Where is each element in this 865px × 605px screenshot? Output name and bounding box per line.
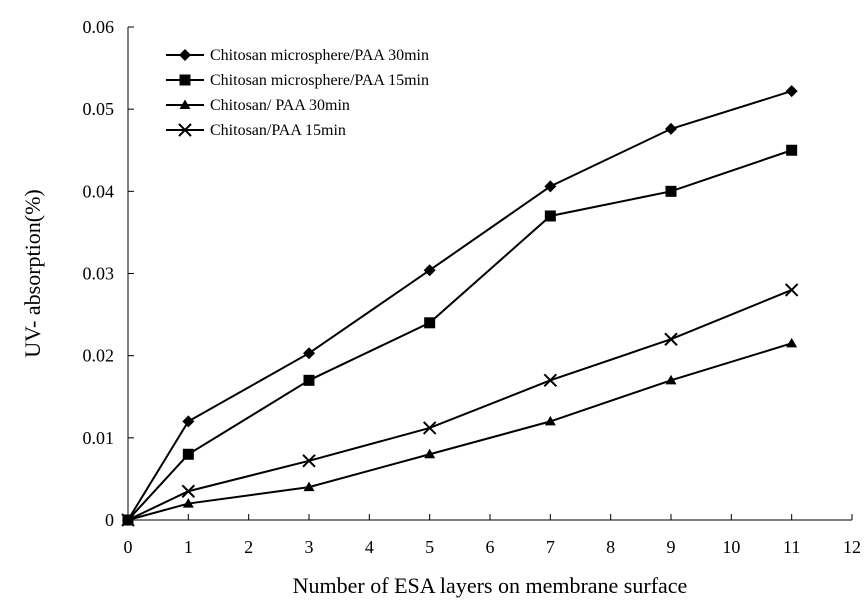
data-point (182, 415, 195, 428)
data-point (179, 99, 191, 109)
data-point (544, 180, 557, 193)
legend-label: Chitosan microsphere/PAA 30min (210, 47, 429, 64)
x-tick-label: 1 (184, 537, 193, 557)
legend-item: Chitosan microsphere/PAA 15min (166, 72, 429, 89)
data-point (303, 374, 315, 386)
series-layer (121, 85, 799, 527)
data-point (121, 513, 135, 527)
x-tick-label: 4 (365, 537, 374, 557)
data-point (544, 415, 556, 426)
legend-label: Chitosan/PAA 15min (210, 122, 346, 139)
data-point (179, 49, 191, 61)
legend-item: Chitosan/PAA 15min (166, 122, 346, 139)
x-tick-label: 6 (486, 537, 495, 557)
legend: Chitosan microsphere/PAA 30min Chitosan m… (166, 47, 429, 139)
data-point (784, 283, 799, 297)
data-point (302, 454, 316, 468)
y-tick-label: 0.03 (83, 264, 115, 284)
x-tick-label: 7 (546, 537, 555, 557)
data-point-stroke (302, 454, 316, 468)
x-tick-label: 5 (425, 537, 434, 557)
data-point (423, 264, 436, 277)
x-tick-label: 12 (843, 537, 861, 557)
data-point (543, 373, 558, 388)
x-tick-label: 2 (244, 537, 253, 557)
data-point-stroke (181, 484, 196, 498)
series-line (127, 90, 792, 521)
data-point (179, 74, 191, 86)
data-point (786, 144, 798, 156)
data-point (178, 123, 192, 137)
data-point (785, 85, 798, 98)
legend-item: Chitosan microsphere/PAA 30min (166, 47, 429, 64)
y-tick-label: 0.02 (83, 346, 115, 366)
x-tick-label: 9 (667, 537, 676, 557)
series-4 (121, 283, 799, 527)
series-2 (122, 144, 798, 526)
x-tick-label: 10 (722, 537, 740, 557)
series-line (127, 289, 793, 521)
legend-item: Chitosan/ PAA 30min (166, 97, 350, 114)
data-point (664, 332, 678, 346)
data-point-stroke (178, 123, 192, 137)
x-tick-label: 3 (305, 537, 314, 557)
x-tick-label: 0 (124, 537, 133, 557)
data-point (182, 498, 194, 508)
data-point (181, 484, 196, 498)
data-point (303, 481, 315, 492)
y-axis-title: UV- absorption(%) (20, 189, 45, 357)
series-line (127, 342, 792, 521)
data-point (303, 347, 315, 360)
data-point (424, 448, 436, 459)
data-point (665, 374, 677, 385)
data-point-stroke (121, 513, 135, 527)
legend-label: Chitosan/ PAA 30min (210, 97, 350, 114)
y-tick-label: 0.06 (83, 17, 115, 37)
data-point-stroke (543, 373, 558, 388)
data-point (422, 421, 437, 435)
data-point (665, 122, 677, 135)
data-point-stroke (784, 283, 799, 297)
data-point (544, 210, 556, 222)
y-tick-label: 0 (105, 510, 114, 530)
y-tick-label: 0.04 (83, 181, 115, 201)
x-axis-title: Number of ESA layers on membrane surface (293, 573, 688, 598)
y-tick-label: 0.01 (83, 428, 115, 448)
data-point-stroke (664, 332, 678, 346)
data-point (786, 337, 798, 348)
x-tick-label: 11 (783, 537, 800, 557)
legend-label: Chitosan microsphere/PAA 15min (210, 72, 429, 89)
y-axis-ticks: 0 0.01 0.02 0.03 0.04 0.05 0.06 (83, 17, 134, 530)
data-point (424, 317, 436, 329)
data-point (182, 448, 194, 460)
x-tick-label: 8 (606, 537, 615, 557)
series-line (127, 149, 792, 521)
series-3 (122, 337, 798, 524)
y-tick-label: 0.05 (83, 99, 115, 119)
data-point-stroke (422, 421, 437, 435)
series-1 (122, 85, 798, 526)
x-axis-ticks: 0 1 2 3 4 5 6 7 8 9 10 11 12 (124, 514, 861, 557)
data-point (665, 185, 677, 197)
